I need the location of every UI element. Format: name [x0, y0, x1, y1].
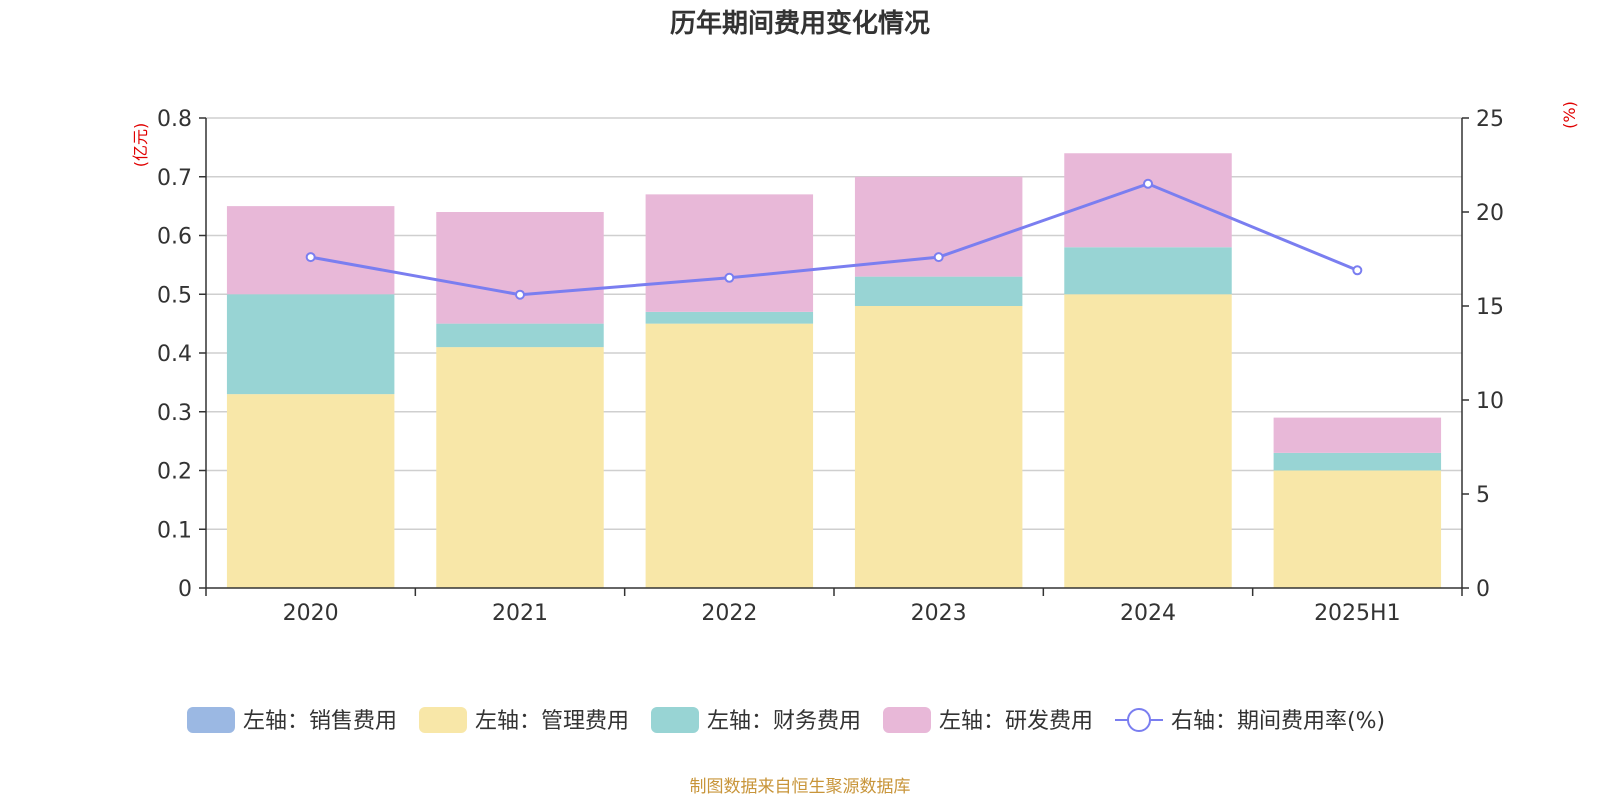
bars — [226, 153, 1442, 588]
left-tick-label: 0 — [178, 577, 192, 602]
bar-segment — [226, 394, 395, 588]
right-tick-label: 5 — [1476, 483, 1490, 508]
rate-point — [724, 272, 735, 283]
bar-segment — [854, 276, 1023, 306]
left-tick-label: 0.6 — [157, 225, 192, 250]
left-tick-label: 0.7 — [157, 166, 192, 191]
legend-item: 左轴：研发费用 — [883, 707, 1093, 734]
bar-segment — [645, 194, 814, 312]
bar-segment — [226, 206, 395, 295]
legend-label: 右轴：期间费用率(%) — [1171, 709, 1385, 734]
legend-item: 左轴：管理费用 — [419, 707, 629, 734]
x-tick-label: 2023 — [911, 601, 967, 626]
right-tick-label: 15 — [1476, 295, 1504, 320]
left-axis-unit: (亿元) — [131, 123, 150, 168]
legend-swatch — [187, 707, 235, 733]
legend-swatch — [419, 707, 467, 733]
bar-segment — [226, 294, 395, 395]
bar-segment — [645, 323, 814, 588]
data-source: 制图数据来自恒生聚源数据库 — [690, 777, 911, 797]
right-tick-label: 0 — [1476, 577, 1490, 602]
x-tick-label: 2025H1 — [1314, 601, 1401, 626]
rate-point — [305, 252, 316, 263]
bar-segment — [1273, 417, 1442, 453]
bar-segment — [436, 347, 604, 588]
legend-label: 左轴：管理费用 — [475, 709, 629, 734]
chart-title: 历年期间费用变化情况 — [670, 8, 930, 39]
rate-point — [1143, 178, 1153, 189]
axes: 0 0.1 0.2 0.3 0.4 0.5 0.6 0.7 0.8 0 5 10 15 20 25 2020 2… — [157, 107, 1504, 626]
bar-segment — [436, 212, 604, 324]
rate-point — [515, 289, 525, 300]
legend-label: 左轴：财务费用 — [707, 709, 861, 734]
rate-point — [1352, 265, 1363, 276]
legend-item: 左轴：销售费用 — [187, 707, 397, 734]
right-axis-unit: (%) — [1560, 101, 1579, 129]
right-tick-label: 10 — [1476, 389, 1504, 414]
legend-label: 左轴：研发费用 — [939, 709, 1093, 734]
x-tick-label: 2024 — [1120, 601, 1176, 626]
x-tick-label: 2021 — [492, 601, 548, 626]
rate-point — [933, 252, 944, 263]
legend-item: 左轴：财务费用 — [651, 707, 861, 734]
bar-segment — [645, 311, 814, 324]
legend-circle-icon — [1127, 708, 1151, 732]
left-tick-label: 0.3 — [157, 401, 192, 426]
legend-swatch — [651, 707, 699, 733]
x-tick-label: 2020 — [283, 601, 339, 626]
bar-segment — [1273, 470, 1442, 588]
bar-segment — [1064, 247, 1232, 295]
left-tick-label: 0.5 — [157, 283, 192, 308]
bar-segment — [1273, 452, 1442, 471]
legend-item: 右轴：期间费用率(%) — [1115, 708, 1385, 734]
rate-line — [310, 182, 1358, 297]
left-tick-label: 0.1 — [157, 518, 192, 543]
legend-label: 左轴：销售费用 — [243, 709, 397, 734]
legend: 左轴：销售费用 左轴：管理费用 左轴：财务费用 左轴：研发费用 右轴：期间费用率(%) — [187, 707, 1385, 734]
bar-segment — [854, 306, 1023, 588]
bar-segment — [436, 323, 604, 348]
bar-segment — [1064, 153, 1232, 248]
right-tick-label: 20 — [1476, 201, 1504, 226]
x-tick-label: 2022 — [701, 601, 757, 626]
left-tick-label: 0.2 — [157, 460, 192, 485]
bar-segment — [1064, 294, 1232, 588]
left-tick-label: 0.4 — [157, 342, 192, 367]
left-tick-label: 0.8 — [157, 107, 192, 132]
right-tick-label: 25 — [1476, 107, 1504, 132]
grid — [206, 117, 1462, 530]
legend-swatch — [883, 707, 931, 733]
line-series — [305, 178, 1363, 300]
